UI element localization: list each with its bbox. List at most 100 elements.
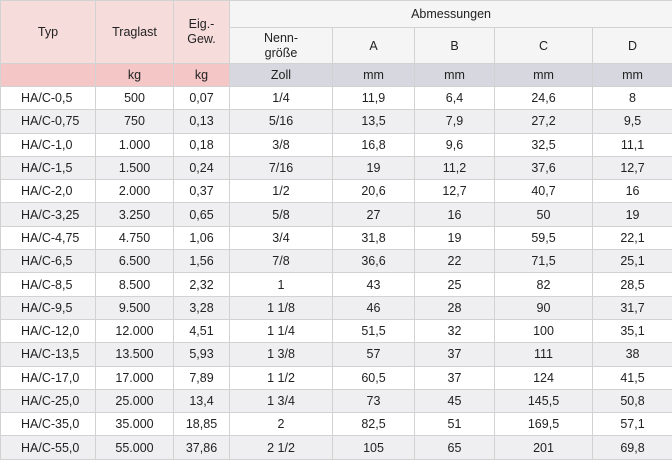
cell-typ: HA/C-2,0 [1,180,96,203]
cell-typ: HA/C-8,5 [1,273,96,296]
cell-d: 19 [593,203,672,226]
cell-eigengewicht: 0,18 [174,133,230,156]
cell-traglast: 35.000 [96,413,174,436]
cell-eigengewicht: 1,06 [174,226,230,249]
cell-typ: HA/C-12,0 [1,319,96,342]
cell-traglast: 12.000 [96,319,174,342]
cell-typ: HA/C-35,0 [1,413,96,436]
cell-typ: HA/C-0,5 [1,87,96,110]
cell-d: 8 [593,87,672,110]
cell-a: 36,6 [333,250,415,273]
cell-nenngroesse: 1 1/2 [230,366,333,389]
cell-c: 24,6 [495,87,593,110]
cell-c: 37,6 [495,156,593,179]
cell-typ: HA/C-25,0 [1,389,96,412]
cell-eigengewicht: 7,89 [174,366,230,389]
cell-typ: HA/C-13,5 [1,343,96,366]
unit-a: mm [333,64,415,87]
cell-c: 100 [495,319,593,342]
header-c: C [495,28,593,64]
cell-b: 32 [415,319,495,342]
cell-b: 28 [415,296,495,319]
cell-b: 45 [415,389,495,412]
unit-c: mm [495,64,593,87]
cell-a: 60,5 [333,366,415,389]
cell-nenngroesse: 1 3/8 [230,343,333,366]
cell-nenngroesse: 7/16 [230,156,333,179]
cell-typ: HA/C-1,0 [1,133,96,156]
cell-eigengewicht: 18,85 [174,413,230,436]
cell-nenngroesse: 2 [230,413,333,436]
cell-b: 16 [415,203,495,226]
header-abmessungen: Abmessungen [230,1,672,28]
cell-c: 111 [495,343,593,366]
cell-traglast: 2.000 [96,180,174,203]
cell-nenngroesse: 1 [230,273,333,296]
cell-c: 59,5 [495,226,593,249]
cell-a: 82,5 [333,413,415,436]
header-b: B [415,28,495,64]
header-a: A [333,28,415,64]
unit-typ [1,64,96,87]
cell-c: 50 [495,203,593,226]
cell-b: 11,2 [415,156,495,179]
cell-d: 22,1 [593,226,672,249]
cell-typ: HA/C-3,25 [1,203,96,226]
cell-b: 6,4 [415,87,495,110]
cell-d: 12,7 [593,156,672,179]
cell-a: 57 [333,343,415,366]
cell-c: 169,5 [495,413,593,436]
cell-a: 31,8 [333,226,415,249]
header-nenngroesse: Nenn-größe [230,28,333,64]
cell-b: 7,9 [415,110,495,133]
cell-d: 9,5 [593,110,672,133]
header-nenngroesse-line2: größe [265,46,298,60]
cell-d: 31,7 [593,296,672,319]
cell-c: 82 [495,273,593,296]
cell-eigengewicht: 0,07 [174,87,230,110]
cell-d: 11,1 [593,133,672,156]
cell-a: 16,8 [333,133,415,156]
cell-traglast: 17.000 [96,366,174,389]
unit-d: mm [593,64,672,87]
cell-d: 41,5 [593,366,672,389]
cell-d: 38 [593,343,672,366]
cell-d: 28,5 [593,273,672,296]
cell-a: 27 [333,203,415,226]
cell-a: 73 [333,389,415,412]
cell-nenngroesse: 1 3/4 [230,389,333,412]
cell-typ: HA/C-17,0 [1,366,96,389]
header-traglast: Traglast [96,1,174,64]
cell-c: 124 [495,366,593,389]
cell-c: 40,7 [495,180,593,203]
cell-d: 50,8 [593,389,672,412]
cell-traglast: 4.750 [96,226,174,249]
unit-nenngroesse: Zoll [230,64,333,87]
cell-traglast: 1.000 [96,133,174,156]
cell-b: 9,6 [415,133,495,156]
unit-eigengewicht: kg [174,64,230,87]
cell-d: 25,1 [593,250,672,273]
cell-eigengewicht: 0,65 [174,203,230,226]
cell-b: 51 [415,413,495,436]
cell-eigengewicht: 0,13 [174,110,230,133]
cell-eigengewicht: 2,32 [174,273,230,296]
cell-a: 43 [333,273,415,296]
cell-typ: HA/C-0,75 [1,110,96,133]
cell-eigengewicht: 4,51 [174,319,230,342]
cell-a: 20,6 [333,180,415,203]
cell-nenngroesse: 5/16 [230,110,333,133]
cell-traglast: 6.500 [96,250,174,273]
cell-typ: HA/C-1,5 [1,156,96,179]
cell-nenngroesse: 7/8 [230,250,333,273]
